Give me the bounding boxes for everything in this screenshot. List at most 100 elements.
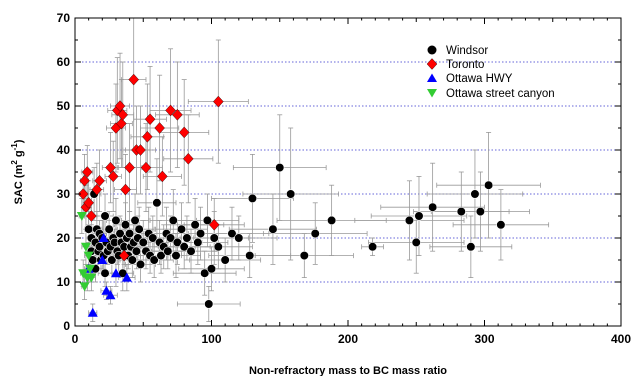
data-point-toronto	[83, 197, 94, 209]
data-point-windsor	[163, 246, 173, 256]
data-point-toronto	[140, 161, 152, 174]
data-point-windsor	[245, 251, 255, 261]
data-point-toronto	[213, 95, 224, 108]
data-point-windsor	[100, 211, 110, 221]
data-point-ottawa-hwy	[110, 268, 121, 278]
y-tick-label: 20	[57, 231, 71, 245]
data-point-ottawa-street-canyon	[80, 242, 91, 252]
legend-item-ottawa-hwy: Ottawa HWY	[427, 73, 513, 85]
data-point-ottawa-street-canyon	[85, 264, 96, 274]
legend-item-toronto: Toronto	[426, 58, 484, 71]
data-point-windsor	[134, 224, 144, 234]
data-point-windsor	[165, 233, 176, 243]
legend-item-windsor: Windsor	[427, 45, 488, 57]
data-point-windsor	[220, 255, 230, 265]
data-point-ottawa-hwy	[121, 272, 132, 282]
data-point-windsor	[182, 233, 192, 243]
data-point-windsor	[275, 163, 285, 173]
data-point-windsor	[127, 255, 137, 265]
data-point-windsor	[209, 233, 219, 243]
data-point-windsor	[414, 211, 424, 221]
data-point-windsor	[428, 202, 438, 212]
data-point-toronto	[107, 170, 119, 183]
data-point-toronto	[116, 117, 127, 130]
data-point-windsor	[172, 237, 182, 247]
data-point-windsor	[310, 229, 320, 239]
data-point-ottawa-street-canyon	[76, 212, 87, 221]
data-point-windsor	[367, 242, 378, 252]
x-tick-label: 400	[611, 332, 631, 346]
data-point-toronto	[79, 175, 90, 187]
data-point-windsor	[456, 207, 466, 217]
data-point-toronto	[86, 210, 97, 222]
data-point-toronto	[165, 104, 176, 117]
data-point-windsor	[84, 224, 94, 234]
data-point-windsor	[268, 224, 278, 234]
data-point-windsor	[135, 259, 146, 270]
data-point-windsor	[202, 215, 213, 225]
data-point-windsor	[171, 251, 181, 261]
y-tick-label: 10	[57, 275, 71, 289]
data-point-toronto	[208, 219, 220, 231]
data-point-toronto	[94, 175, 105, 187]
axis-ticks: 0 10 20 30 40 50 60 70 0 100 200 300 400	[57, 11, 632, 346]
y-tick-label: 0	[63, 319, 70, 333]
data-point-toronto	[172, 109, 183, 121]
data-point-windsor	[204, 299, 214, 309]
data-point-windsor	[125, 229, 135, 239]
data-point-windsor	[168, 215, 178, 225]
data-point-windsor	[234, 233, 244, 243]
data-point-windsor	[130, 215, 140, 225]
y-axis-title: SAC (m2 g-1)	[10, 139, 25, 204]
data-point-toronto	[82, 166, 93, 178]
legend-label-ottawa-street-canyon: Ottawa street canyon	[446, 88, 555, 100]
legend-label-windsor: Windsor	[446, 45, 488, 57]
data-point-toronto	[128, 73, 139, 86]
data-point-windsor	[227, 229, 237, 239]
data-point-windsor	[94, 242, 105, 252]
x-tick-label: 200	[338, 332, 358, 346]
data-point-windsor	[120, 220, 131, 230]
y-tick-label: 70	[57, 11, 71, 25]
data-point-toronto	[77, 188, 89, 200]
data-point-windsor	[470, 189, 480, 199]
data-point-windsor	[327, 215, 337, 225]
data-point-ottawa-street-canyon	[86, 273, 97, 283]
data-point-windsor	[104, 224, 114, 234]
data-point-windsor	[186, 246, 196, 256]
data-point-windsor	[286, 189, 296, 199]
data-point-windsor	[115, 229, 125, 239]
data-point-ottawa-street-canyon	[83, 251, 94, 261]
data-point-toronto	[91, 183, 103, 196]
data-point-toronto	[157, 170, 168, 183]
data-layer	[76, 17, 550, 323]
data-point-toronto	[105, 161, 116, 174]
x-axis-title: Non-refractory mass to BC mass ratio	[249, 365, 447, 376]
data-point-windsor	[206, 264, 217, 274]
data-point-ottawa-street-canyon	[79, 282, 90, 292]
markers	[76, 73, 506, 317]
data-point-windsor	[213, 242, 223, 252]
y-tick-label: 60	[57, 55, 71, 69]
data-point-windsor	[247, 193, 258, 203]
data-point-toronto	[183, 153, 194, 165]
data-point-windsor	[107, 255, 117, 265]
data-point-windsor	[190, 220, 200, 230]
data-point-toronto	[117, 109, 129, 121]
data-point-ottawa-hwy	[105, 290, 116, 300]
data-point-toronto	[118, 249, 130, 262]
data-point-windsor	[149, 255, 159, 265]
data-point-ottawa-hwy	[98, 233, 109, 242]
data-point-windsor	[299, 251, 309, 261]
data-point-windsor	[483, 180, 494, 190]
data-point-toronto	[135, 144, 146, 156]
data-point-windsor	[176, 224, 187, 234]
data-point-toronto	[144, 113, 156, 125]
legend-label-toronto: Toronto	[446, 59, 484, 71]
legend: Windsor Toronto Ottawa HWY Ottawa street…	[426, 45, 555, 100]
data-point-windsor	[131, 246, 142, 256]
y-tick-label: 30	[57, 187, 71, 201]
data-point-toronto	[142, 131, 153, 143]
